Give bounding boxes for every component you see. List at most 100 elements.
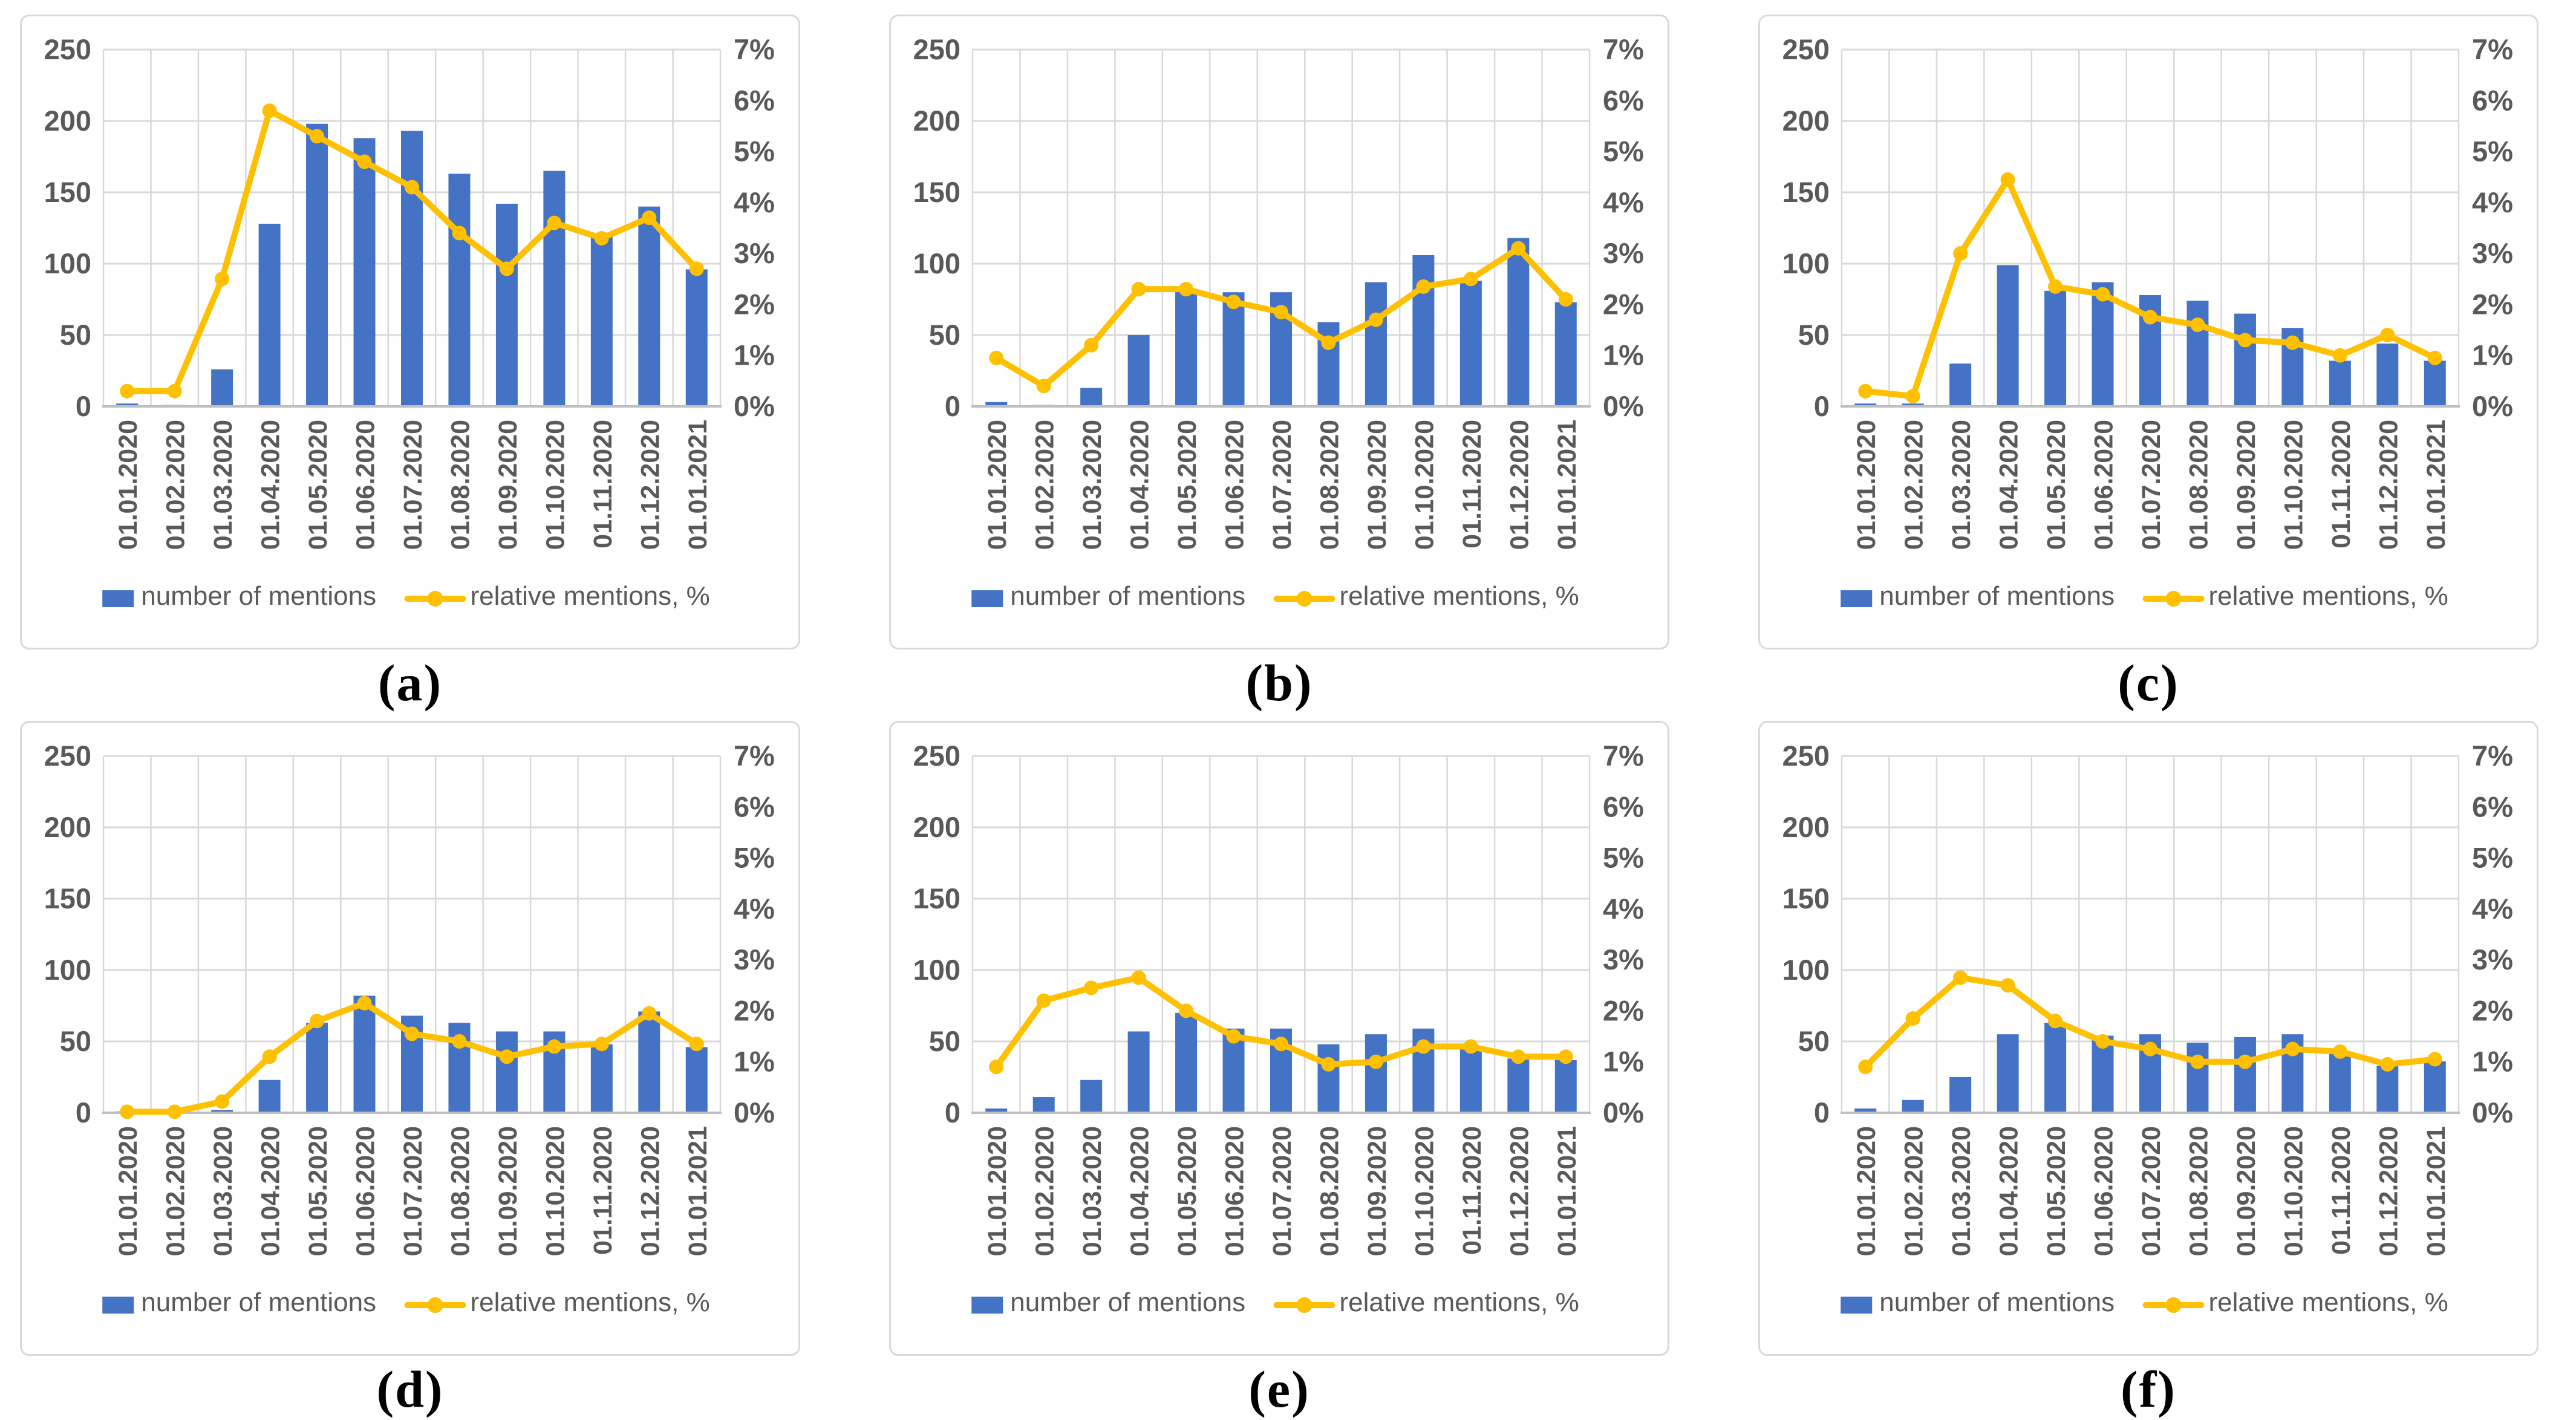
line-marker bbox=[452, 1034, 467, 1049]
line-marker bbox=[547, 1039, 562, 1054]
line-marker bbox=[310, 1014, 325, 1029]
chart-e: 250 200 150 100 50 0 7% 6% 5% 4% 3% 2% 1% 0% 01.01.202… bbox=[889, 721, 1669, 1356]
line-marker bbox=[989, 1060, 1004, 1075]
x-tick-label: 01.03.2020 bbox=[209, 420, 238, 550]
x-tick-label: 01.09.2020 bbox=[2232, 420, 2261, 550]
line-marker bbox=[2000, 172, 2015, 187]
x-tick-label: 01.01.2021 bbox=[2422, 420, 2451, 550]
legend-bar-swatch bbox=[102, 1297, 134, 1314]
x-tick-label: 01.08.2020 bbox=[446, 420, 475, 550]
x-tick-label: 01.01.2021 bbox=[683, 1126, 712, 1256]
y-left-tick-label: 250 bbox=[1782, 740, 1830, 772]
x-tick-label: 01.02.2020 bbox=[1900, 1126, 1929, 1256]
y-right-tick-label: 1% bbox=[1603, 1046, 1644, 1078]
chart-svg-b: 250 200 150 100 50 0 7% 6% 5% 4% 3% 2% 1% 0% 01.01.202… bbox=[889, 15, 1669, 650]
x-tick-label: 01.01.2020 bbox=[114, 1126, 143, 1256]
x-tick-label: 01.12.2020 bbox=[636, 1126, 665, 1256]
x-tick-label: 01.07.2020 bbox=[2137, 420, 2166, 550]
legend: number of mentions relative mentions, % bbox=[102, 581, 710, 611]
y-left-tick-label: 50 bbox=[1798, 1025, 1830, 1057]
x-tick-label: 01.10.2020 bbox=[541, 1126, 570, 1256]
bar-number-of-mentions bbox=[1997, 265, 2019, 406]
bar-number-of-mentions bbox=[353, 138, 376, 406]
line-marker bbox=[2143, 310, 2157, 325]
bar-number-of-mentions bbox=[1554, 302, 1577, 406]
line-marker bbox=[594, 1037, 609, 1052]
legend-bar-label: number of mentions bbox=[1010, 581, 1245, 611]
panel-b: 250 200 150 100 50 0 7% 6% 5% 4% 3% 2% 1% 0% 01.01.202… bbox=[889, 15, 1669, 716]
x-tick-label: 01.09.2020 bbox=[494, 420, 523, 550]
y-right-tick-label: 0% bbox=[734, 1096, 775, 1129]
y-right-tick-label: 3% bbox=[2472, 943, 2513, 975]
y-right-tick-label: 0% bbox=[2472, 1096, 2513, 1129]
legend-line-marker bbox=[427, 591, 443, 607]
y-left-tick-label: 150 bbox=[44, 882, 91, 914]
bar-number-of-mentions bbox=[1459, 281, 1482, 406]
line-marker bbox=[2048, 1014, 2063, 1029]
x-tick-label: 01.06.2020 bbox=[2090, 1126, 2119, 1256]
line-marker bbox=[1179, 1003, 1194, 1018]
line-marker bbox=[120, 1104, 135, 1119]
line-marker bbox=[1558, 1049, 1573, 1064]
line-marker bbox=[1905, 389, 1920, 404]
x-tick-label: 01.01.2021 bbox=[683, 420, 712, 550]
bar-number-of-mentions bbox=[2376, 1066, 2399, 1113]
line-marker bbox=[1463, 1039, 1478, 1054]
y-left-tick-label: 200 bbox=[44, 105, 91, 137]
panel-e: 250 200 150 100 50 0 7% 6% 5% 4% 3% 2% 1% 0% 01.01.202… bbox=[889, 721, 1669, 1420]
legend-bar-swatch bbox=[1841, 590, 1873, 607]
x-tick-label: 01.02.2020 bbox=[1900, 420, 1929, 550]
line-marker bbox=[1368, 1054, 1383, 1069]
line-marker bbox=[215, 272, 230, 287]
y-left-tick-label: 250 bbox=[913, 740, 960, 772]
bar-number-of-mentions bbox=[2044, 290, 2067, 406]
bar-number-of-mentions bbox=[1222, 292, 1245, 406]
x-tick-label: 01.08.2020 bbox=[1315, 420, 1344, 550]
x-tick-label: 01.10.2020 bbox=[1410, 1126, 1439, 1256]
y-left-tick-label: 50 bbox=[929, 319, 960, 351]
line-marker bbox=[1084, 337, 1099, 353]
x-tick-label: 01.11.2020 bbox=[2327, 1126, 2356, 1255]
x-tick-label: 01.05.2020 bbox=[304, 1126, 333, 1256]
line-marker bbox=[357, 995, 372, 1011]
line-marker bbox=[1858, 1060, 1873, 1075]
legend-line-label: relative mentions, % bbox=[2209, 581, 2448, 611]
y-left-tick-label: 0 bbox=[945, 1096, 960, 1129]
y-right-tick-label: 6% bbox=[734, 84, 775, 116]
line-marker bbox=[1226, 1029, 1241, 1044]
y-right-tick-label: 0% bbox=[2472, 390, 2513, 422]
x-tick-label: 01.07.2020 bbox=[399, 1126, 428, 1256]
x-tick-label: 01.01.2020 bbox=[1852, 1126, 1881, 1256]
x-tick-label: 01.01.2020 bbox=[983, 420, 1012, 550]
bar-number-of-mentions bbox=[1507, 238, 1530, 406]
x-tick-label: 01.04.2020 bbox=[256, 1126, 285, 1256]
line-marker bbox=[547, 215, 562, 230]
x-tick-label: 01.11.2020 bbox=[1458, 420, 1487, 549]
line-marker bbox=[642, 1006, 657, 1021]
legend-line-label: relative mentions, % bbox=[2209, 1288, 2448, 1317]
chart-svg-c: 250 200 150 100 50 0 7% 6% 5% 4% 3% 2% 1% 0% 01.01.202… bbox=[1758, 15, 2539, 650]
y-right-tick-label: 6% bbox=[1603, 84, 1644, 116]
y-right-tick-label: 2% bbox=[2472, 288, 2513, 320]
bar-number-of-mentions bbox=[258, 1080, 281, 1113]
y-right-tick-label: 5% bbox=[1603, 842, 1644, 874]
bar-number-of-mentions bbox=[1127, 335, 1150, 406]
chart-d: 250 200 150 100 50 0 7% 6% 5% 4% 3% 2% 1% 0% 01.01.202… bbox=[20, 721, 800, 1356]
x-tick-label: 01.11.2020 bbox=[1458, 1126, 1487, 1255]
x-tick-label: 01.02.2020 bbox=[1031, 420, 1060, 550]
y-left-tick-label: 200 bbox=[913, 105, 960, 137]
bar-number-of-mentions bbox=[1507, 1058, 1530, 1113]
line-marker bbox=[2380, 328, 2395, 342]
x-tick-label: 01.05.2020 bbox=[1173, 420, 1202, 550]
y-right-tick-label: 4% bbox=[2472, 893, 2513, 925]
y-right-tick-label: 0% bbox=[734, 390, 775, 422]
panel-f: 250 200 150 100 50 0 7% 6% 5% 4% 3% 2% 1% 0% 01.01.202… bbox=[1758, 721, 2539, 1420]
line-marker bbox=[215, 1094, 230, 1109]
line-marker bbox=[1416, 1039, 1431, 1054]
x-tick-label: 01.02.2020 bbox=[1031, 1126, 1060, 1256]
line-marker bbox=[2427, 350, 2442, 365]
line-marker bbox=[1368, 312, 1383, 327]
line-marker bbox=[167, 1104, 182, 1119]
legend-bar-swatch bbox=[971, 590, 1003, 607]
